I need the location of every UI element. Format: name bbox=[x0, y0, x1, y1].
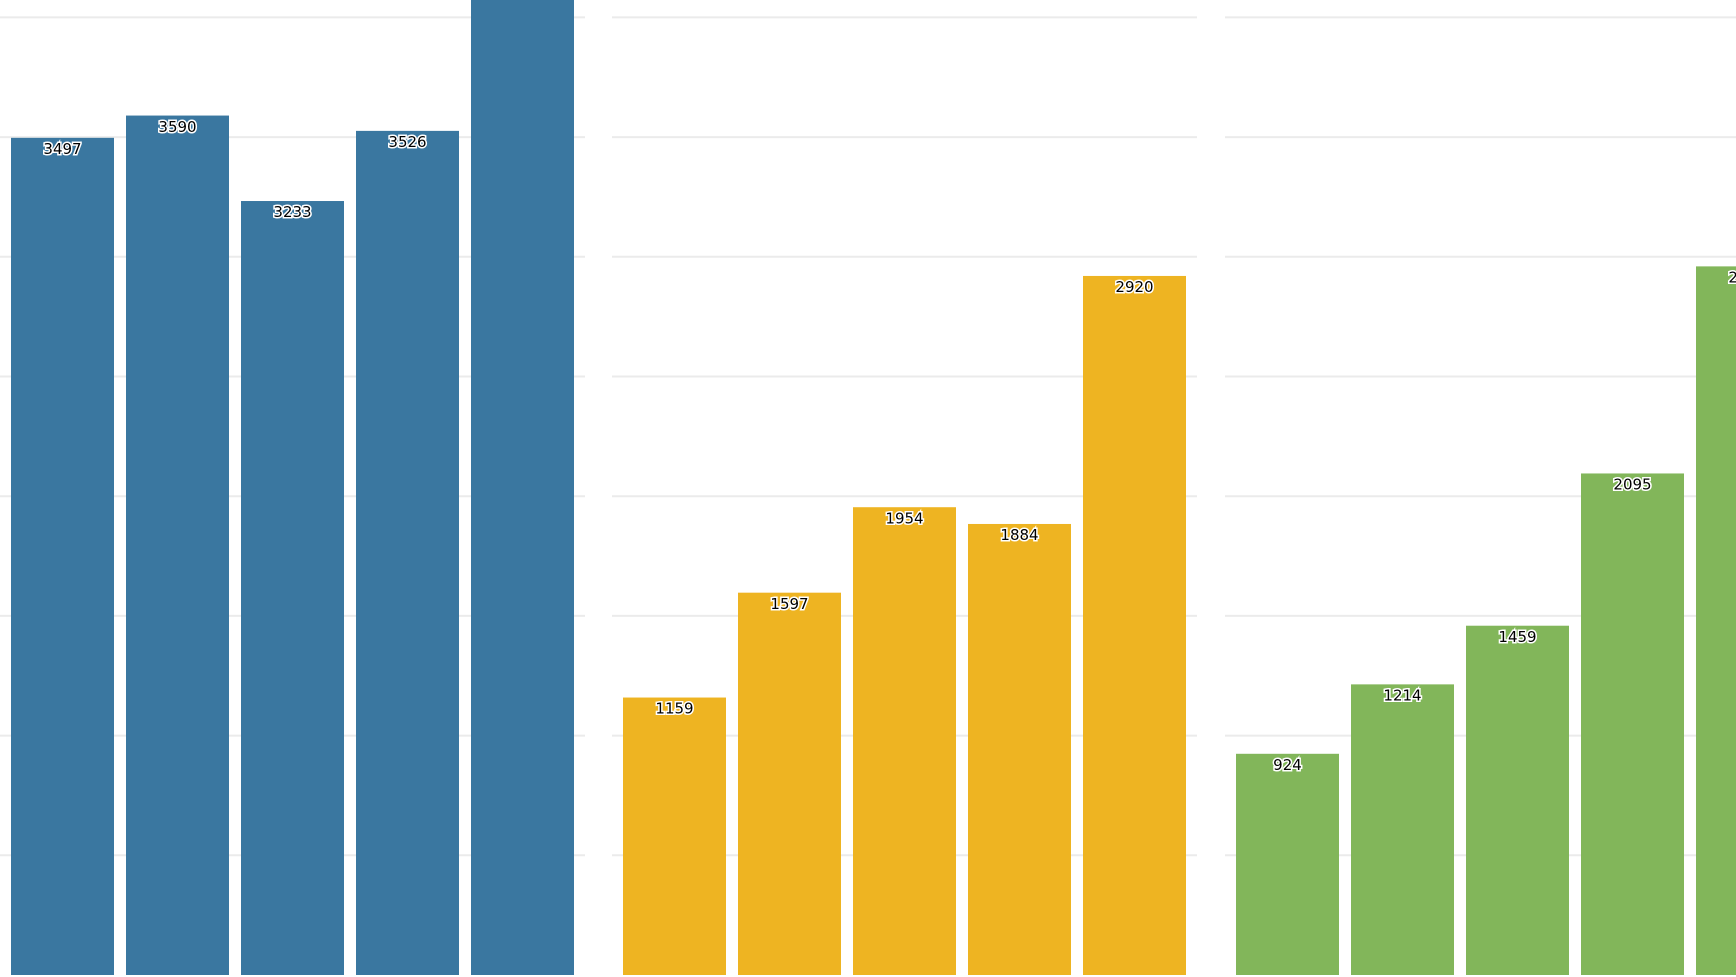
bar-value-label: 1884 bbox=[1000, 526, 1038, 544]
bar-value-label: 1214 bbox=[1383, 687, 1421, 705]
bar bbox=[241, 201, 344, 976]
bar bbox=[1696, 266, 1736, 976]
bar bbox=[356, 130, 459, 975]
bar-value-label: 1159 bbox=[655, 700, 693, 718]
bar-value-label: 1954 bbox=[885, 509, 923, 527]
bar bbox=[853, 507, 956, 975]
bar-value-label: 3590 bbox=[158, 118, 196, 136]
bar bbox=[471, 0, 574, 976]
bar-labels: 3497359032333526420711591597195418842920… bbox=[42, 116, 1736, 775]
bar bbox=[968, 523, 1071, 975]
bar-value-label: 3233 bbox=[273, 203, 311, 221]
bar bbox=[1466, 625, 1569, 975]
bar bbox=[623, 697, 726, 975]
bar-value-label: 2960 bbox=[1728, 269, 1736, 287]
bar-value-label: 2920 bbox=[1115, 278, 1153, 296]
bar-value-label: 1459 bbox=[1498, 628, 1536, 646]
bar bbox=[1236, 753, 1339, 975]
bar bbox=[1581, 473, 1684, 975]
bar bbox=[1083, 275, 1186, 975]
bar bbox=[126, 115, 229, 975]
bar bbox=[11, 137, 114, 975]
bar-value-label: 3526 bbox=[388, 133, 426, 151]
bar-value-label: 924 bbox=[1273, 756, 1302, 774]
bar-value-label: 1597 bbox=[770, 595, 808, 613]
bar-value-label: 2095 bbox=[1613, 476, 1651, 494]
bar-value-label: 3497 bbox=[43, 140, 81, 158]
bar bbox=[738, 592, 841, 975]
bars bbox=[11, 0, 1736, 976]
bar bbox=[1351, 684, 1454, 975]
